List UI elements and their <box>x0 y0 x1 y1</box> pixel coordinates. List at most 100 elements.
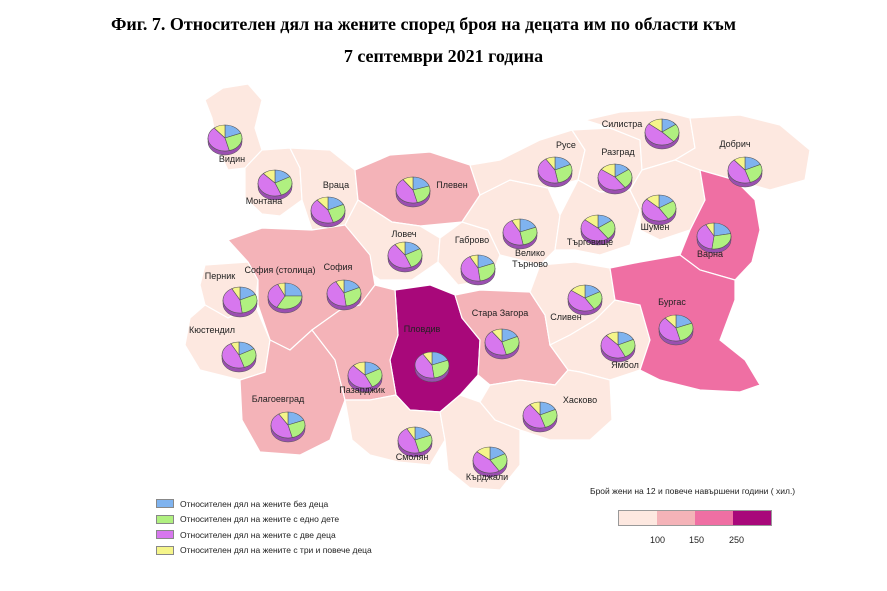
pie-slice <box>310 199 334 224</box>
pie-slice <box>502 220 524 246</box>
region-label: Благоевград <box>252 394 305 404</box>
pie-Бургас <box>658 314 694 346</box>
pie-slice <box>600 163 616 178</box>
pie-slice <box>262 169 276 184</box>
pie-slice <box>469 254 479 269</box>
pie-slice <box>477 262 496 282</box>
pie-Хасково <box>522 401 558 433</box>
chart-title-line1: Фиг. 7. Относителен дял на жените според… <box>110 14 737 34</box>
pie-slice <box>491 328 503 343</box>
legend-label: Относителен дял на жените с две деца <box>180 529 336 540</box>
pie-slice <box>239 294 258 314</box>
region-label: Разград <box>601 147 635 157</box>
pie-slice <box>347 365 373 389</box>
pie-slice <box>733 156 746 171</box>
pie-slice <box>287 419 306 438</box>
pie-slice <box>414 434 433 453</box>
legend-item-one-child: Относителен дял на жените с едно дете <box>156 512 372 528</box>
region-label: Пловдив <box>404 324 441 334</box>
pie-slice <box>276 295 303 310</box>
pie-Силистра <box>644 118 680 150</box>
legend-item-no-children: Относителен дял на жените без деца <box>156 496 372 512</box>
scale-bin-2 <box>657 511 695 525</box>
legend-item-three-plus: Относителен дял на жените с три и повече… <box>156 543 372 559</box>
pie-slice <box>584 214 599 229</box>
pie-Монтана <box>257 169 293 201</box>
region-label: Габрово <box>455 235 489 245</box>
pie-София-столица <box>267 282 303 314</box>
region-label: Монтана <box>246 196 283 206</box>
region-label: Враца <box>323 180 349 190</box>
region-label: Бургас <box>658 297 686 307</box>
region-label: Шумен <box>641 222 670 232</box>
pie-slice <box>335 279 345 294</box>
pie-slice <box>343 287 362 307</box>
pie-slice <box>744 164 763 183</box>
pie-slice <box>238 348 257 368</box>
pie-Ловеч <box>387 241 423 273</box>
pie-slice <box>277 282 286 298</box>
pie-Шумен <box>641 194 677 226</box>
scale-tick-100: 100 <box>650 535 666 545</box>
pie-slice <box>270 413 293 439</box>
chart-title-line2: 7 септември 2021 година <box>343 46 544 66</box>
region-label: Хасково <box>563 395 597 405</box>
pie-slice <box>511 218 521 233</box>
pie-slice <box>267 283 286 308</box>
pie-slice <box>221 343 245 369</box>
legend-label: Относителен дял на жените с едно дете <box>180 514 340 525</box>
pie-Кърджали <box>472 446 508 478</box>
pie-slice <box>705 222 715 237</box>
pie-slice <box>605 331 619 346</box>
pie-slice <box>213 124 226 139</box>
pie-slice <box>230 341 240 356</box>
region-label: Смолян <box>396 452 429 462</box>
legend-label: Относителен дял на жените с три и повече… <box>180 545 372 556</box>
scale-bin-3 <box>695 511 733 525</box>
region-label: Сливен <box>550 312 581 322</box>
pie-slice <box>641 198 669 222</box>
pie-slice <box>696 224 715 250</box>
scale-bin-4 <box>733 511 771 525</box>
region-pies <box>207 118 763 478</box>
pie-Русе <box>537 156 573 188</box>
pie-slice <box>402 176 414 191</box>
pie-slice <box>387 244 412 269</box>
region-label: Русе <box>556 140 576 150</box>
pie-Видин <box>207 124 243 156</box>
pie-slice <box>278 411 289 426</box>
pie-slice <box>274 176 293 196</box>
scale-title: Брой жени на 12 и повече навършени годин… <box>590 486 796 496</box>
region-label: Кюстендил <box>189 325 235 335</box>
pie-slice <box>231 286 241 301</box>
legend-swatch <box>156 514 174 524</box>
pie-slice <box>545 156 556 171</box>
pie-slice <box>484 331 507 356</box>
pie-slice <box>404 248 423 268</box>
pie-slice <box>207 127 230 152</box>
region-label: Кърджали <box>466 472 508 482</box>
pie-Кюстендил <box>221 341 257 373</box>
pie-slice <box>395 179 418 204</box>
pie-slice <box>414 353 435 379</box>
scale-tick-150: 150 <box>689 535 705 545</box>
pie-Стара-Загора <box>484 328 520 360</box>
region-label: Ловеч <box>392 229 417 239</box>
pie-Смолян <box>397 426 433 458</box>
pie-slice <box>316 196 329 211</box>
pie-slice <box>412 185 431 203</box>
pie-slice <box>406 426 416 441</box>
region-label: Ямбол <box>611 360 639 370</box>
pie-Ямбол <box>600 331 636 363</box>
pie-Враца <box>310 196 346 228</box>
pie-Пловдив <box>414 351 450 383</box>
region-label: Перник <box>205 271 235 281</box>
pie-Габрово <box>460 254 496 286</box>
pie-Плевен <box>395 176 431 208</box>
pie-Сливен <box>567 284 603 316</box>
pie-Разград <box>597 163 633 195</box>
legend-label: Относителен дял на жените без деца <box>180 498 329 509</box>
pie-Благоевград <box>270 411 306 443</box>
legend-swatch <box>156 530 174 540</box>
